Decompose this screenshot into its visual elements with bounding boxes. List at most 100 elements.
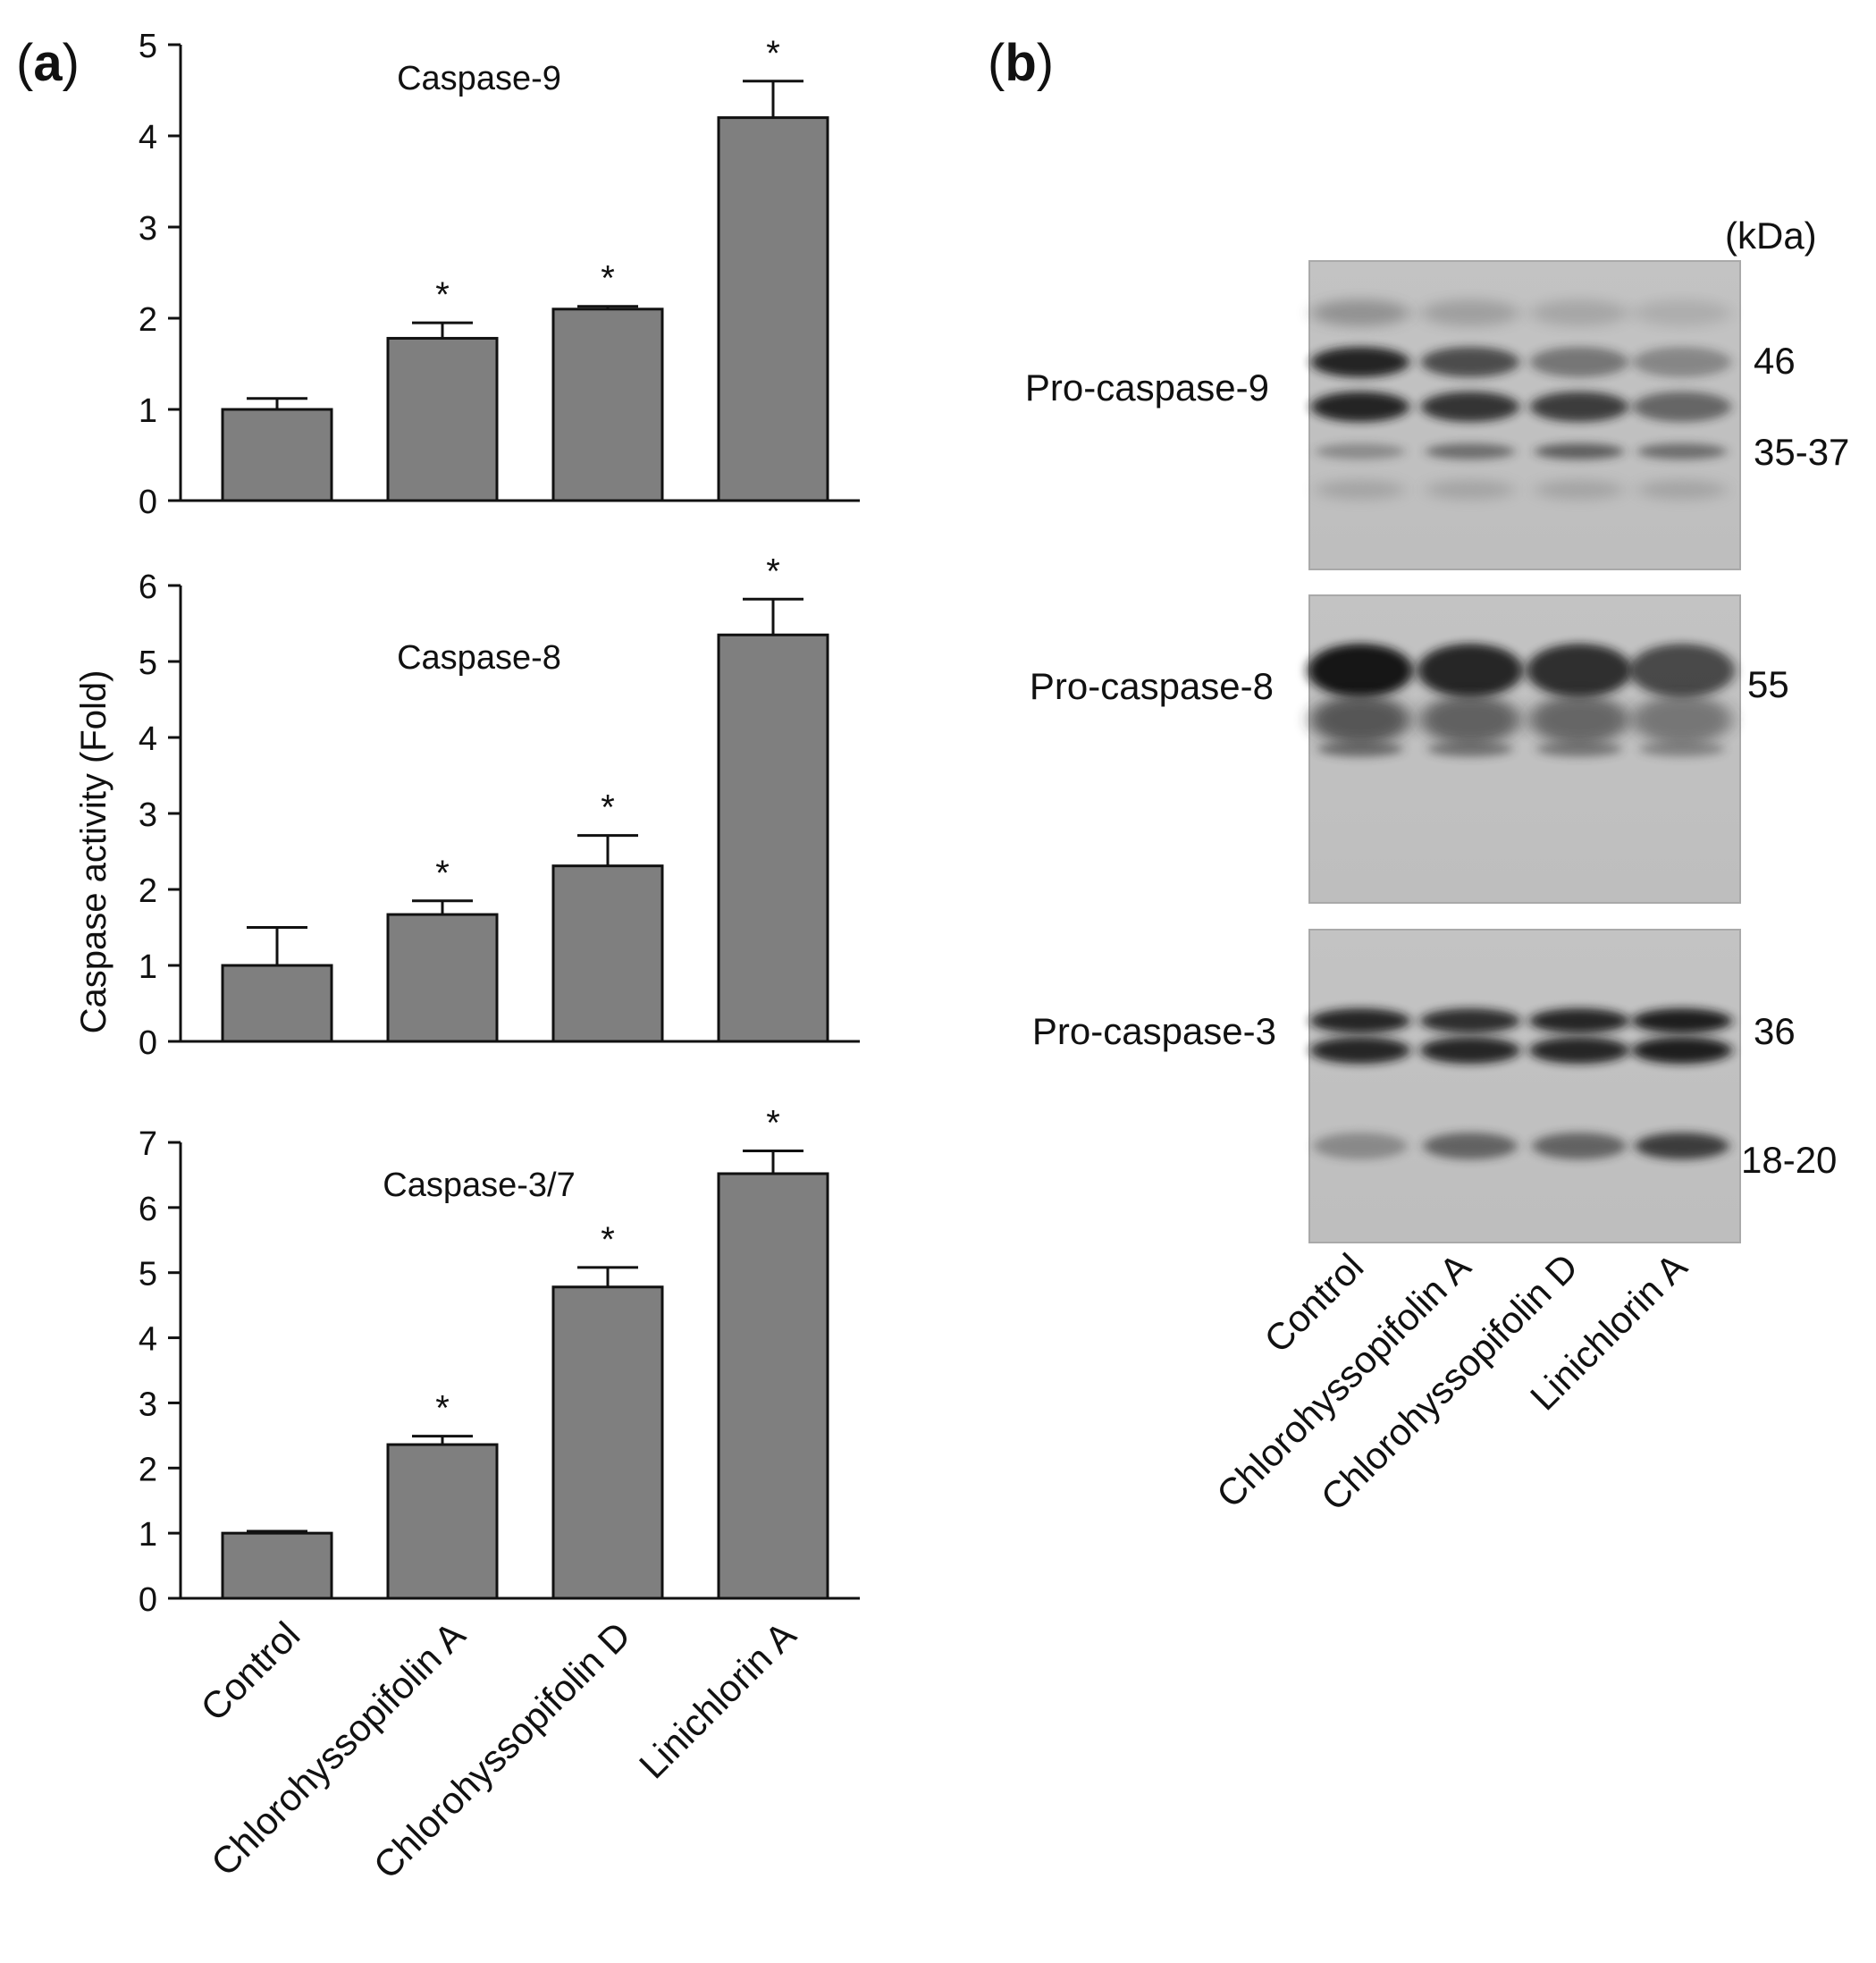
bar-caspase-8-linichlorin-a xyxy=(717,633,829,1043)
y-tick-label-caspase-8-3: 3 xyxy=(139,796,157,834)
band-c9-35-37-chlorohyssopifolin-a xyxy=(1426,443,1515,459)
band-c3-36-upper-linichlorin-a xyxy=(1632,1008,1732,1033)
significance-caspase-9-chlorohyssopifolin-d: * xyxy=(601,259,615,299)
band-c3-36-lower-control xyxy=(1310,1037,1410,1064)
bar-caspase-9-linichlorin-a xyxy=(717,116,829,502)
band-c3-18-20-chlorohyssopifolin-a xyxy=(1423,1133,1518,1159)
band-c8-lower-chlorohyssopifolin-d xyxy=(1536,741,1622,757)
y-tick-label-caspase-9-4: 4 xyxy=(139,119,157,156)
band-c9-faint-chlorohyssopifolin-a xyxy=(1426,480,1515,500)
band-c3-36-upper-chlorohyssopifolin-d xyxy=(1529,1008,1629,1033)
marker-35-37: 35-37 xyxy=(1754,431,1849,473)
band-c9-smear-chlorohyssopifolin-d xyxy=(1530,299,1628,326)
band-c3-18-20-linichlorin-a xyxy=(1635,1133,1729,1159)
band-c8-lower-chlorohyssopifolin-a xyxy=(1427,741,1513,757)
chart-title-caspase-9: Caspase-9 xyxy=(397,60,561,97)
y-tick-label-caspase-9-3: 3 xyxy=(139,210,157,248)
significance-caspase-8-chlorohyssopifolin-a: * xyxy=(435,854,450,893)
bar-caspase-8-chlorohyssopifolin-d xyxy=(551,864,664,1043)
bar-caspase-8-control xyxy=(221,964,333,1043)
band-c9-46-control xyxy=(1311,347,1409,377)
chart-title-caspase-8: Caspase-8 xyxy=(397,639,561,677)
y-tick-label-caspase-3-7-7: 7 xyxy=(139,1125,157,1163)
band-c3-18-20-control xyxy=(1313,1133,1408,1159)
band-c9-faint-control xyxy=(1316,480,1405,500)
band-c9-smear-linichlorin-a xyxy=(1633,299,1731,326)
y-tick-label-caspase-3-7-4: 4 xyxy=(139,1321,157,1359)
significance-caspase-8-chlorohyssopifolin-d: * xyxy=(601,788,615,828)
blot-label-pro-caspase-9: Pro-caspase-9 xyxy=(1025,366,1269,409)
significance-caspase-9-chlorohyssopifolin-a: * xyxy=(435,275,450,315)
band-c9-faint-linichlorin-a xyxy=(1637,480,1727,500)
y-tick-label-caspase-3-7-3: 3 xyxy=(139,1386,157,1423)
blot-label-pro-caspase-8: Pro-caspase-8 xyxy=(1030,665,1274,707)
band-c9-mid-chlorohyssopifolin-a xyxy=(1421,392,1519,422)
y-axis-label: Caspase activity (Fold) xyxy=(74,670,114,1034)
y-tick-label-caspase-8-5: 5 xyxy=(139,645,157,682)
panel-b-letter: (b) xyxy=(988,34,1054,92)
marker-36: 36 xyxy=(1754,1010,1796,1052)
band-c9-smear-control xyxy=(1311,299,1409,326)
band-c3-36-upper-chlorohyssopifolin-a xyxy=(1420,1008,1520,1033)
bar-caspase-3-7-chlorohyssopifolin-a xyxy=(386,1443,499,1600)
y-tick-label-caspase-8-4: 4 xyxy=(139,720,157,758)
significance-caspase-3-7-linichlorin-a: * xyxy=(766,1103,780,1142)
y-tick-label-caspase-8-0: 0 xyxy=(139,1024,157,1062)
category-label-control: Control xyxy=(192,1613,307,1729)
chart-title-caspase-3-7: Caspase-3/7 xyxy=(383,1167,575,1204)
bar-caspase-3-7-control xyxy=(221,1531,333,1600)
band-c9-35-37-control xyxy=(1316,443,1405,459)
y-tick-label-caspase-9-5: 5 xyxy=(139,28,157,65)
panel-a-letter: (a) xyxy=(16,34,80,92)
band-c8-lower-control xyxy=(1317,741,1403,757)
band-c9-faint-chlorohyssopifolin-d xyxy=(1535,480,1624,500)
bar-caspase-9-chlorohyssopifolin-d xyxy=(551,308,664,502)
y-tick-label-caspase-8-1: 1 xyxy=(139,948,157,986)
band-c8-smear-control xyxy=(1310,695,1410,745)
band-c3-36-lower-chlorohyssopifolin-d xyxy=(1529,1037,1629,1064)
category-label-linichlorin-a: Linichlorin A xyxy=(631,1613,803,1786)
band-c3-36-lower-chlorohyssopifolin-a xyxy=(1420,1037,1520,1064)
band-c9-smear-chlorohyssopifolin-a xyxy=(1421,299,1519,326)
band-c9-46-chlorohyssopifolin-a xyxy=(1421,347,1519,377)
marker-18-20: 18-20 xyxy=(1741,1139,1837,1181)
marker-46: 46 xyxy=(1754,340,1796,382)
band-c9-46-linichlorin-a xyxy=(1633,347,1731,377)
band-c8-smear-chlorohyssopifolin-a xyxy=(1420,695,1520,745)
y-tick-label-caspase-9-0: 0 xyxy=(139,484,157,521)
bar-caspase-9-chlorohyssopifolin-a xyxy=(386,336,499,502)
band-c8-55-chlorohyssopifolin-d xyxy=(1527,644,1632,697)
band-c9-35-37-linichlorin-a xyxy=(1637,443,1727,459)
band-c8-lower-linichlorin-a xyxy=(1639,741,1725,757)
bar-chart-caspase-8: 0 1 2 3 4 5 6 * * * xyxy=(139,552,860,1062)
significance-caspase-9-linichlorin-a: * xyxy=(766,34,780,73)
band-c3-36-lower-linichlorin-a xyxy=(1632,1037,1732,1064)
band-c8-55-control xyxy=(1308,644,1413,697)
y-tick-label-caspase-3-7-0: 0 xyxy=(139,1581,157,1619)
blot-bands xyxy=(1308,299,1735,1159)
bar-caspase-3-7-chlorohyssopifolin-d xyxy=(551,1285,664,1600)
bar-caspase-3-7-linichlorin-a xyxy=(717,1172,829,1600)
significance-caspase-3-7-chlorohyssopifolin-d: * xyxy=(601,1220,615,1260)
band-c8-smear-chlorohyssopifolin-d xyxy=(1529,695,1629,745)
band-c8-smear-linichlorin-a xyxy=(1632,695,1732,745)
y-tick-label-caspase-9-1: 1 xyxy=(139,392,157,430)
y-tick-label-caspase-3-7-1: 1 xyxy=(139,1516,157,1554)
kda-label: (kDa) xyxy=(1725,215,1817,257)
significance-caspase-3-7-chlorohyssopifolin-a: * xyxy=(435,1389,450,1428)
band-c3-36-upper-control xyxy=(1310,1008,1410,1033)
bar-caspase-9-control xyxy=(221,408,333,502)
y-tick-label-caspase-8-6: 6 xyxy=(139,569,157,606)
y-tick-label-caspase-3-7-5: 5 xyxy=(139,1256,157,1293)
y-tick-label-caspase-8-2: 2 xyxy=(139,872,157,910)
y-tick-label-caspase-3-7-2: 2 xyxy=(139,1451,157,1488)
marker-55: 55 xyxy=(1747,663,1789,705)
significance-caspase-8-linichlorin-a: * xyxy=(766,552,780,591)
band-c9-35-37-chlorohyssopifolin-d xyxy=(1535,443,1624,459)
band-c3-18-20-chlorohyssopifolin-d xyxy=(1532,1133,1627,1159)
band-c9-mid-linichlorin-a xyxy=(1633,392,1731,422)
band-c9-46-chlorohyssopifolin-d xyxy=(1530,347,1628,377)
bar-caspase-8-chlorohyssopifolin-a xyxy=(386,913,499,1043)
band-c9-mid-control xyxy=(1311,392,1409,422)
